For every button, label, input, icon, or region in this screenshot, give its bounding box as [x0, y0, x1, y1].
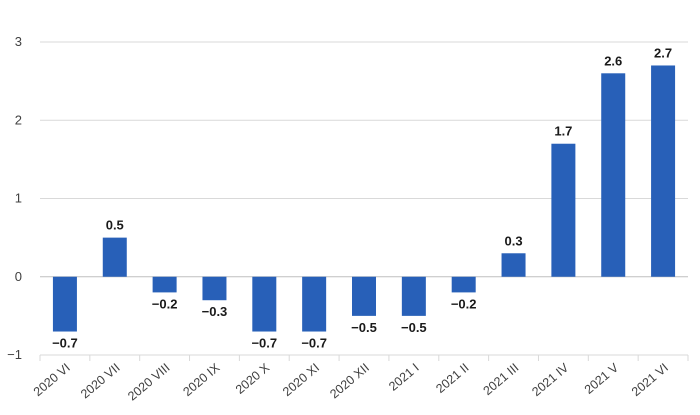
x-tick-label: 2021 II [433, 361, 471, 396]
bar-2020-viii [152, 276, 177, 293]
x-tick-label: 2020 VII [78, 361, 123, 402]
data-label: 1.7 [554, 124, 572, 139]
bar-2021-v [601, 73, 626, 277]
y-axis-ticks: 3 2 1 0 −1 [7, 34, 22, 362]
bar-2021-i [401, 276, 426, 316]
bar-2020-x [252, 276, 277, 332]
data-label: −0.5 [401, 320, 427, 335]
data-label: 0.3 [504, 233, 522, 248]
data-labels: −0.7 0.5 −0.2 −0.3 −0.7 −0.7 −0.5 −0.5 −0.2 0.3 1.… [52, 45, 672, 350]
x-tick-label: 2021 IV [529, 360, 572, 399]
bar-2020-ix [202, 276, 227, 301]
data-label: −0.5 [351, 320, 377, 335]
x-tick-label: 2020 VIII [125, 361, 172, 404]
bar-2020-vi [52, 276, 77, 332]
x-tick-label: 2021 V [582, 360, 622, 397]
data-label: −0.7 [52, 336, 78, 351]
data-label: −0.7 [251, 336, 277, 351]
x-tick-label: 2021 III [481, 361, 522, 399]
x-tick-label: 2020 IX [180, 360, 223, 399]
bar-2021-iv [551, 143, 576, 277]
bar-2021-vi [651, 65, 676, 277]
bars [52, 65, 676, 332]
x-tick-label: 2020 XII [327, 361, 372, 402]
y-tick-label: −1 [7, 347, 22, 362]
bar-2021-ii [451, 276, 476, 293]
bar-2020-xii [352, 276, 376, 316]
bar-2020-xi [302, 276, 327, 332]
data-label: −0.3 [202, 304, 228, 319]
x-tick-label: 2020 XI [280, 361, 322, 399]
y-tick-label: 1 [15, 191, 22, 206]
x-axis-ticks: 2020 VI 2020 VII 2020 VIII 2020 IX 2020 X 202… [31, 360, 671, 403]
y-tick-label: 2 [15, 112, 22, 127]
data-label: −0.2 [451, 296, 477, 311]
x-tick-label: 2020 X [233, 360, 273, 397]
y-tick-label: 0 [15, 269, 22, 284]
data-label: 2.6 [604, 53, 622, 68]
data-label: 2.7 [654, 45, 672, 60]
x-tick-label: 2021 I [386, 361, 422, 394]
data-label: −0.7 [301, 336, 327, 351]
x-tick-label: 2021 VI [629, 361, 671, 399]
data-label: 0.5 [106, 218, 124, 233]
bar-2021-iii [501, 253, 526, 277]
x-tick-label: 2020 VI [31, 361, 73, 399]
data-label: −0.2 [152, 296, 178, 311]
y-tick-label: 3 [15, 34, 22, 49]
gridlines [39, 41, 689, 361]
bar-2020-vii [102, 237, 127, 277]
